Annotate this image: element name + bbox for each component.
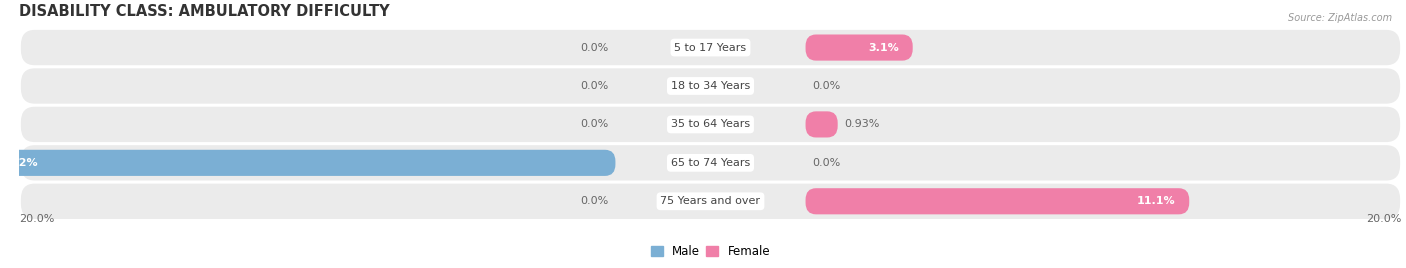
Text: 20.0%: 20.0% bbox=[1367, 214, 1402, 224]
Text: 18.2%: 18.2% bbox=[0, 158, 39, 168]
Text: DISABILITY CLASS: AMBULATORY DIFFICULTY: DISABILITY CLASS: AMBULATORY DIFFICULTY bbox=[20, 4, 389, 19]
Text: 75 Years and over: 75 Years and over bbox=[661, 196, 761, 206]
Text: 3.1%: 3.1% bbox=[868, 43, 898, 53]
Text: 0.0%: 0.0% bbox=[581, 120, 609, 129]
Text: 0.0%: 0.0% bbox=[581, 196, 609, 206]
Text: 18 to 34 Years: 18 to 34 Years bbox=[671, 81, 751, 91]
FancyBboxPatch shape bbox=[806, 35, 912, 61]
Text: 0.0%: 0.0% bbox=[813, 158, 841, 168]
FancyBboxPatch shape bbox=[21, 68, 1400, 104]
FancyBboxPatch shape bbox=[21, 145, 1400, 181]
FancyBboxPatch shape bbox=[0, 150, 616, 176]
Text: 0.93%: 0.93% bbox=[845, 120, 880, 129]
Legend: Male, Female: Male, Female bbox=[647, 240, 775, 262]
Text: 65 to 74 Years: 65 to 74 Years bbox=[671, 158, 751, 168]
FancyBboxPatch shape bbox=[806, 188, 1189, 214]
Text: Source: ZipAtlas.com: Source: ZipAtlas.com bbox=[1288, 13, 1392, 23]
Text: 20.0%: 20.0% bbox=[20, 214, 55, 224]
Text: 0.0%: 0.0% bbox=[581, 81, 609, 91]
Text: 11.1%: 11.1% bbox=[1137, 196, 1175, 206]
Text: 35 to 64 Years: 35 to 64 Years bbox=[671, 120, 749, 129]
FancyBboxPatch shape bbox=[21, 184, 1400, 219]
FancyBboxPatch shape bbox=[21, 30, 1400, 65]
Text: 0.0%: 0.0% bbox=[581, 43, 609, 53]
Text: 5 to 17 Years: 5 to 17 Years bbox=[675, 43, 747, 53]
FancyBboxPatch shape bbox=[21, 107, 1400, 142]
Text: 0.0%: 0.0% bbox=[813, 81, 841, 91]
FancyBboxPatch shape bbox=[806, 111, 838, 137]
